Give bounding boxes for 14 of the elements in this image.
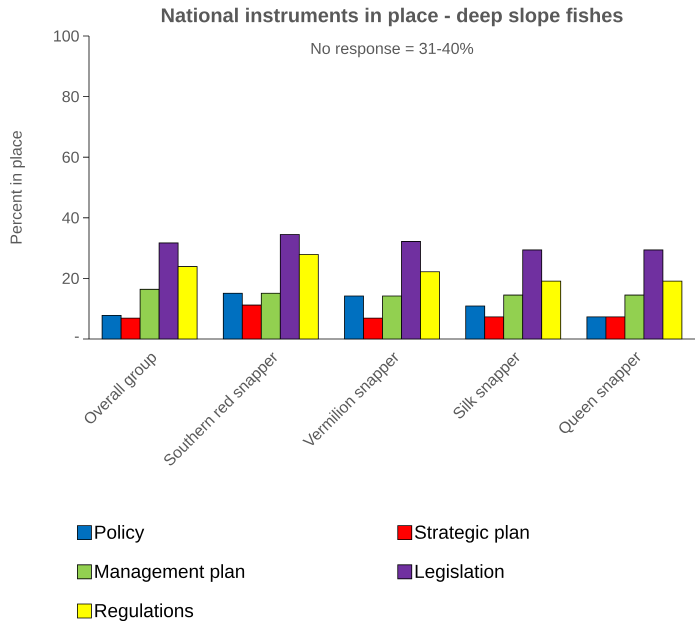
legend-label: Regulations — [95, 603, 194, 622]
legend-label: Legislation — [416, 564, 504, 582]
y-tick-label: - — [74, 336, 79, 338]
y-tick-label: 80 — [62, 90, 79, 102]
y-tick-label: 20 — [62, 272, 79, 284]
chart-title: National instruments in place - deep slope fishes — [162, 8, 623, 26]
y-axis-title: Percent in place — [10, 131, 25, 244]
y-tick-label: 40 — [62, 212, 79, 224]
legend-label: Policy — [95, 524, 144, 543]
y-tick-label: 60 — [62, 152, 79, 163]
legend-label: Strategic plan — [415, 524, 529, 543]
legend-label: Management plan — [95, 564, 244, 582]
chart-subtitle: No response = 31-40% — [312, 42, 474, 58]
y-tick-label: 100 — [54, 30, 79, 42]
